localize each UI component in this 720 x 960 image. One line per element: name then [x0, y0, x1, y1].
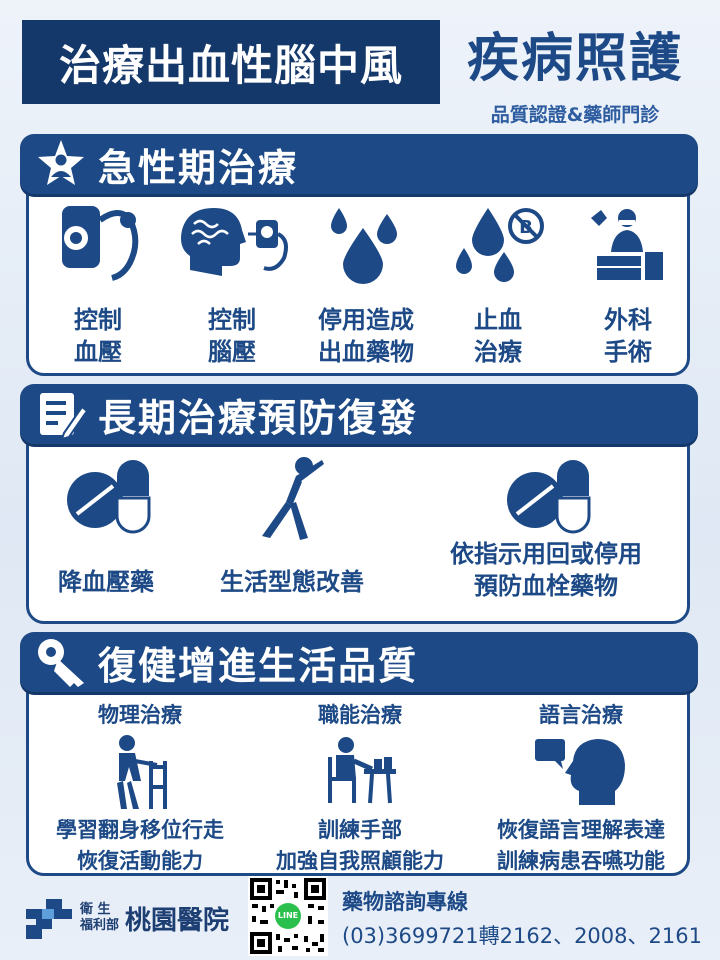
section-acute-header: 急性期治療: [20, 134, 698, 194]
consult-phone[interactable]: (03)3699721轉2162、2008、2161: [342, 924, 702, 948]
section-longterm-header: 長期治療預防復發: [20, 384, 698, 444]
consult-title: 藥物諮詢專線: [342, 890, 468, 914]
brand-title: 疾病照護: [466, 29, 683, 89]
star-person-icon: [30, 136, 92, 192]
section-title: 長期治療預防復發: [98, 395, 419, 440]
speech-head-icon: [535, 739, 625, 805]
key-icon: [30, 634, 92, 690]
item-heading: 語言治療: [539, 703, 623, 727]
section-title: 急性期治療: [98, 145, 299, 190]
item-heading: 職能治療: [318, 703, 402, 727]
walker-person-icon: [117, 735, 167, 809]
brain-pressure-icon: [181, 208, 288, 276]
stop-bleeding-icon: B: [456, 208, 544, 282]
consult-info: 藥物諮詢專線 (03)3699721轉2162、2008、2161: [342, 886, 702, 950]
item-antithrombotic: 依指示用回或停用 預防血栓藥物: [406, 452, 686, 602]
pill-capsule-icon: [67, 460, 151, 534]
pill-capsule-icon: [507, 460, 591, 534]
section-rehab-header: 復健增進生活品質: [20, 632, 698, 692]
org-small-2: 福利部: [80, 918, 120, 933]
org-small-1: 衛 生: [80, 902, 111, 917]
hospital-name: 桃園醫院: [125, 905, 230, 936]
qr-code[interactable]: LINE: [248, 876, 328, 956]
title-banner: 治療出血性腦中風: [22, 20, 440, 104]
item-lifestyle: 生活型態改善: [192, 452, 392, 598]
hospital-emblem-icon: [26, 899, 72, 939]
brand-subtitle: 品質認證&藥師門診: [490, 104, 660, 126]
item-blood-pressure: 控制 血壓: [38, 200, 158, 368]
item-heading: 物理治療: [98, 703, 182, 727]
line-badge: LINE: [277, 911, 299, 920]
blood-pressure-monitor-icon: [62, 206, 139, 281]
item-stop-drugs: 停用造成 出血藥物: [306, 200, 426, 368]
item-physical-therapy: 物理治療 學習翻身移位行走 恢復活動能力: [30, 700, 250, 877]
checklist-pencil-icon: [30, 386, 92, 442]
item-occupational-therapy: 職能治療 訓練手部 加強自我照顧能力: [254, 700, 466, 877]
svg-text:B: B: [519, 217, 533, 238]
item-brain-pressure: 控制 腦壓: [172, 200, 292, 368]
blood-drops-icon: [331, 208, 397, 284]
page-title: 治療出血性腦中風: [58, 40, 403, 90]
item-antihypertensive: 降血壓藥: [36, 452, 176, 598]
stretching-person-icon: [262, 457, 324, 540]
item-surgery: 外科 手術: [568, 200, 688, 368]
item-hemostasis: B 止血 治療: [438, 200, 558, 368]
desk-work-person-icon: [328, 737, 396, 804]
item-speech-therapy: 語言治療 恢復語言理解表達 訓練病患吞嚥功能: [472, 700, 690, 877]
hospital-logo: 衛 生 福利部 桃園醫院: [22, 890, 248, 946]
section-title: 復健增進生活品質: [98, 643, 419, 688]
surgery-icon: [591, 209, 663, 280]
